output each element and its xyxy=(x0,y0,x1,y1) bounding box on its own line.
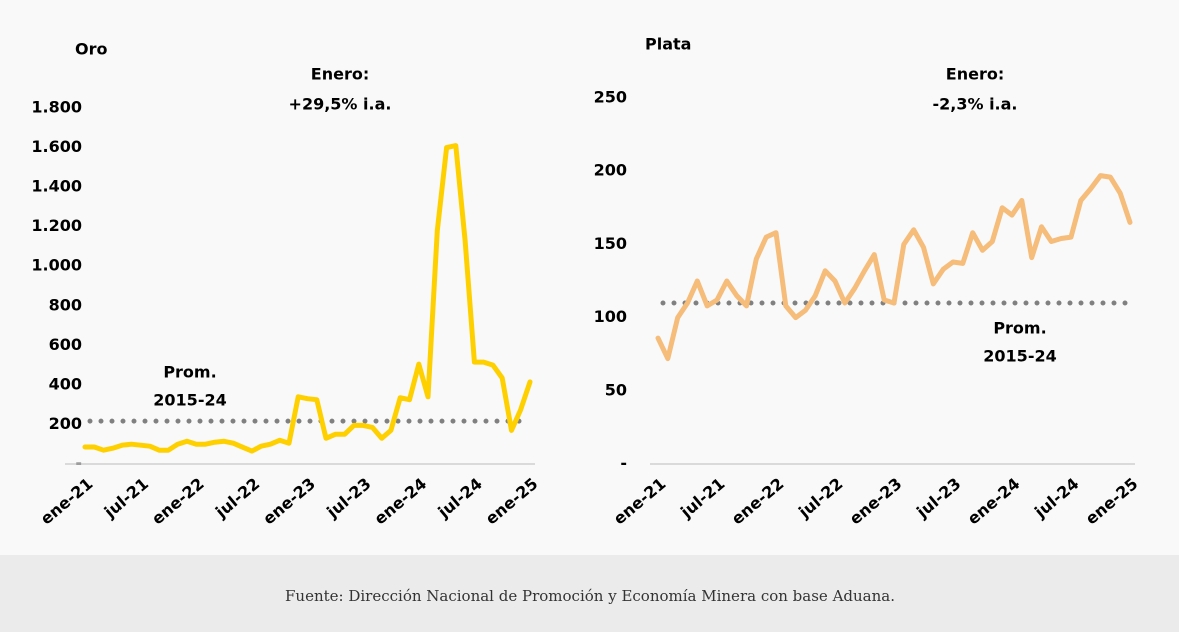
y-tick-label: 1.600 xyxy=(31,137,82,156)
y-tick-label: 250 xyxy=(594,88,627,107)
footer-background xyxy=(0,555,1179,632)
reference-label: 2015-24 xyxy=(983,347,1056,366)
y-tick-label: - xyxy=(620,454,627,473)
chart-title: Oro xyxy=(75,40,107,59)
annotation: Enero: xyxy=(946,65,1004,84)
y-tick-label: 50 xyxy=(605,380,627,399)
y-tick-label: 1.200 xyxy=(31,216,82,235)
y-tick-label: 1.800 xyxy=(31,98,82,117)
source-note: Fuente: Dirección Nacional de Promoción … xyxy=(285,587,895,605)
y-tick-label: 1.400 xyxy=(31,177,82,196)
y-tick-label: 800 xyxy=(49,295,82,314)
chart-background xyxy=(0,0,1179,555)
chart-title: Plata xyxy=(645,35,691,54)
reference-label: 2015-24 xyxy=(153,391,226,410)
reference-label: Prom. xyxy=(163,363,216,382)
annotation: +29,5% i.a. xyxy=(289,95,392,114)
y-tick-label: 600 xyxy=(49,335,82,354)
data-line xyxy=(655,173,1133,362)
y-tick-label: 400 xyxy=(49,374,82,393)
y-tick-label: 100 xyxy=(594,307,627,326)
y-tick-label: 150 xyxy=(594,234,627,253)
y-tick-label: 200 xyxy=(594,161,627,180)
y-tick-label: - xyxy=(75,454,82,473)
annotation: -2,3% i.a. xyxy=(932,95,1017,114)
data-line xyxy=(82,143,533,454)
y-tick-label: 1.000 xyxy=(31,256,82,275)
annotation: Enero: xyxy=(311,65,369,84)
y-tick-label: 200 xyxy=(49,414,82,433)
reference-label: Prom. xyxy=(993,319,1046,338)
